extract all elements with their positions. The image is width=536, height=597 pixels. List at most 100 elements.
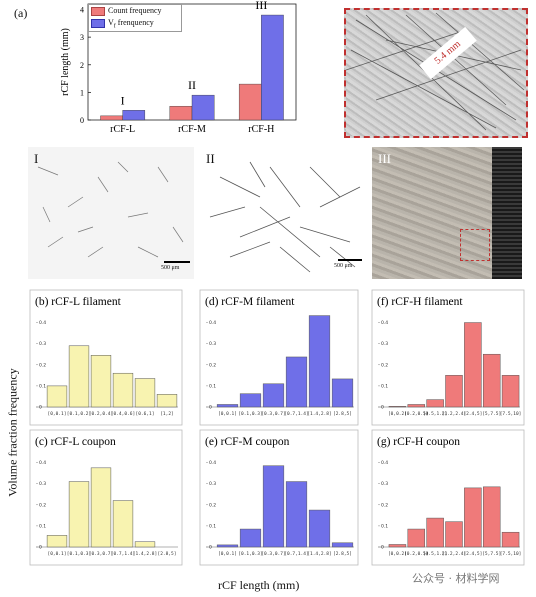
chart-d-xtick-label: [0.3,0.7]	[261, 411, 285, 417]
chart-e-xtick-label: [0.7,1.4]	[284, 551, 308, 557]
chart-a-bar	[100, 115, 123, 121]
chart-g-xtick-label: [1.2,2.4]	[442, 551, 466, 557]
chart-e-title: (e) rCF-M coupon	[205, 436, 290, 448]
chart-f-xtick-label: [1.2,2.4]	[442, 411, 466, 417]
micrograph-i-fibers	[37, 161, 184, 258]
legend-vf-prefix: V	[108, 18, 114, 27]
fiber-photo: 5.4 mm	[344, 8, 528, 138]
chart-c-title: (c) rCF-L coupon	[35, 436, 116, 448]
x-axis-title: rCF length (mm)	[218, 578, 300, 592]
micrograph-ii: II 500 μm	[200, 147, 366, 279]
chart-f-bar	[482, 353, 501, 408]
chart-b-ytick-label: 0.3	[39, 341, 46, 347]
chart-c-xtick-label: [0.1,0.3]	[67, 551, 91, 557]
chart-g-bar	[445, 521, 463, 548]
chart-f-xtick-label: [2.4,5]	[463, 411, 482, 417]
micrograph-i: I 500 μm	[28, 147, 194, 279]
chart-b-ytick-label: 0.1	[39, 383, 46, 389]
chart-a-bar	[191, 94, 215, 121]
chart-g-xtick-label: [0,0.2]	[388, 551, 407, 557]
chart-g-ytick-label: 0.3	[381, 481, 388, 487]
chart-b-bar	[68, 345, 90, 408]
chart-a-ylabel: rCF length (mm)	[60, 28, 71, 96]
chart-b-title: (b) rCF-L filament	[35, 296, 122, 308]
chart-a-legend: Count frequency Vf frenquency	[88, 4, 182, 32]
chart-a-category: rCF-L	[110, 124, 135, 135]
chart-b-bar	[156, 394, 178, 408]
chart-e-bar	[331, 542, 354, 548]
chart-f-xtick-label: [0,0.2]	[388, 411, 407, 417]
chart-f-ytick-label: 0.4	[381, 320, 388, 326]
chart-g-xtick-label: [2.4,5]	[463, 551, 482, 557]
chart-c-bar	[90, 467, 112, 548]
chart-e-bar	[262, 465, 285, 548]
chart-g-bar	[388, 544, 407, 548]
chart-e-xtick-label: [0,0.1]	[218, 551, 237, 557]
micrograph-ii-scale: 500 μm	[334, 263, 353, 269]
micrograph-iii: III	[372, 147, 522, 279]
chart-e-bar	[285, 481, 308, 548]
chart-b-bar	[112, 372, 134, 408]
micrograph-i-scalebar	[164, 261, 190, 263]
chart-d-ytick-label: 0.2	[209, 362, 216, 368]
chart-c-ytick-label: 0	[39, 545, 42, 551]
chart-d-bar	[239, 393, 262, 408]
chart-e-bar	[239, 528, 262, 548]
chart-d-bar	[308, 315, 331, 408]
chart-c-ytick-label: 0.3	[39, 481, 46, 487]
chart-b-xtick-label: [1,2]	[160, 411, 174, 417]
chart-b-bar	[134, 378, 156, 408]
chart-c-xtick-label: [2.8,5]	[158, 551, 177, 557]
chart-f-title: (f) rCF-H filament	[377, 296, 463, 308]
chart-a-bar-label: I	[121, 93, 125, 107]
chart-g-bar	[482, 486, 501, 548]
chart-f-xtick-label: [5,7.5]	[482, 411, 501, 417]
chart-e-ytick-label: 0.4	[209, 460, 216, 466]
chart-g-xtick-label: [0.5,1.2]	[423, 551, 447, 557]
chart-b-xtick-label: [0,0.1]	[48, 411, 67, 417]
chart-c-bar	[46, 535, 68, 548]
chart-g-ytick-label: 0.1	[381, 523, 388, 529]
chart-e-bar	[308, 509, 331, 548]
chart-f-bar	[407, 404, 426, 408]
chart-a-ytick-label: 4	[80, 6, 84, 15]
chart-d-ytick-label: 0.4	[209, 320, 216, 326]
chart-a-ytick-label: 1	[80, 88, 84, 97]
chart-a-bar-label: II	[188, 78, 196, 92]
chart-f-ytick-label: 0	[381, 405, 384, 411]
chart-a-category: rCF-H	[248, 124, 274, 135]
chart-g-xtick-label: [5,7.5]	[482, 551, 501, 557]
chart-b-ytick-label: 0.4	[39, 320, 46, 326]
chart-e-ytick-label: 0.3	[209, 481, 216, 487]
chart-g: (g) rCF-H coupon 0 0.1 0.2 0.3 0.4 [0,0.2][0.2…	[371, 429, 525, 566]
watermark: 公众号 · 材料学网	[412, 572, 500, 585]
chart-b-xtick-label: [0.4,0.6]	[111, 411, 135, 417]
chart-a-bar	[261, 14, 284, 121]
chart-c-xtick-label: [0.7,1.4]	[111, 551, 135, 557]
chart-c-ytick-label: 0.2	[39, 502, 46, 508]
chart-g-xtick-label: [0.2,0.5]	[404, 551, 428, 557]
chart-c-bar	[68, 481, 90, 548]
chart-d-bar	[262, 383, 285, 408]
chart-c-bar	[112, 500, 134, 548]
chart-g-xtick-label: [7.5,10]	[500, 551, 522, 557]
chart-b-xtick-label: [0.2,0.4]	[89, 411, 113, 417]
micrograph-ii-label: II	[206, 151, 215, 166]
chart-e-xtick-label: [2.8,5]	[333, 551, 352, 557]
chart-e-ytick-label: 0	[209, 545, 212, 551]
chart-f-bar	[464, 322, 482, 408]
chart-g-ytick-label: 0.2	[381, 502, 388, 508]
chart-b-bar	[46, 385, 68, 408]
legend-vf-sub: f	[113, 23, 116, 30]
micrograph-iii-edge	[492, 147, 522, 279]
chart-e: (e) rCF-M coupon 0 0.1 0.2 0.3 0.4 [0,0.1] [0.1…	[199, 429, 359, 566]
chart-e-xtick-label: [0.1,0.3]	[238, 551, 262, 557]
chart-f-ytick-label: 0.1	[381, 383, 388, 389]
chart-f-bar	[388, 406, 407, 408]
chart-a-category: rCF-M	[178, 124, 206, 135]
chart-f-bar	[445, 375, 463, 408]
chart-c-xtick-label: [0,0.1]	[48, 551, 67, 557]
